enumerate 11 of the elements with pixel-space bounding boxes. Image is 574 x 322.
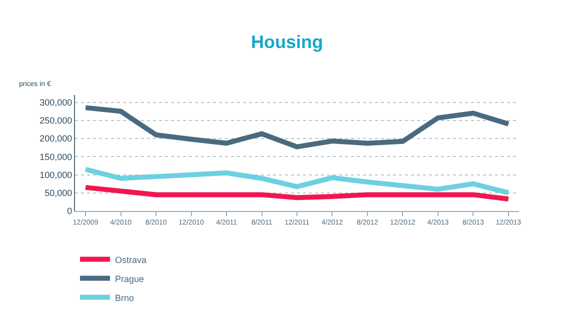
legend-label: Brno <box>115 292 134 303</box>
y-tick-label: 100,000 <box>40 170 72 180</box>
legend-label: Prague <box>115 274 144 284</box>
y-tick-label: 300,000 <box>40 97 72 108</box>
y-tick-label: 150,000 <box>40 152 72 162</box>
y-tick-label: 0 <box>67 206 72 216</box>
legend-label: Ostrava <box>115 254 147 265</box>
y-tick-label: 200,000 <box>40 134 72 144</box>
chart-title: Housing <box>251 32 323 52</box>
y-tick-label: 250,000 <box>40 116 72 126</box>
y-tick-label: 50,000 <box>44 188 72 198</box>
